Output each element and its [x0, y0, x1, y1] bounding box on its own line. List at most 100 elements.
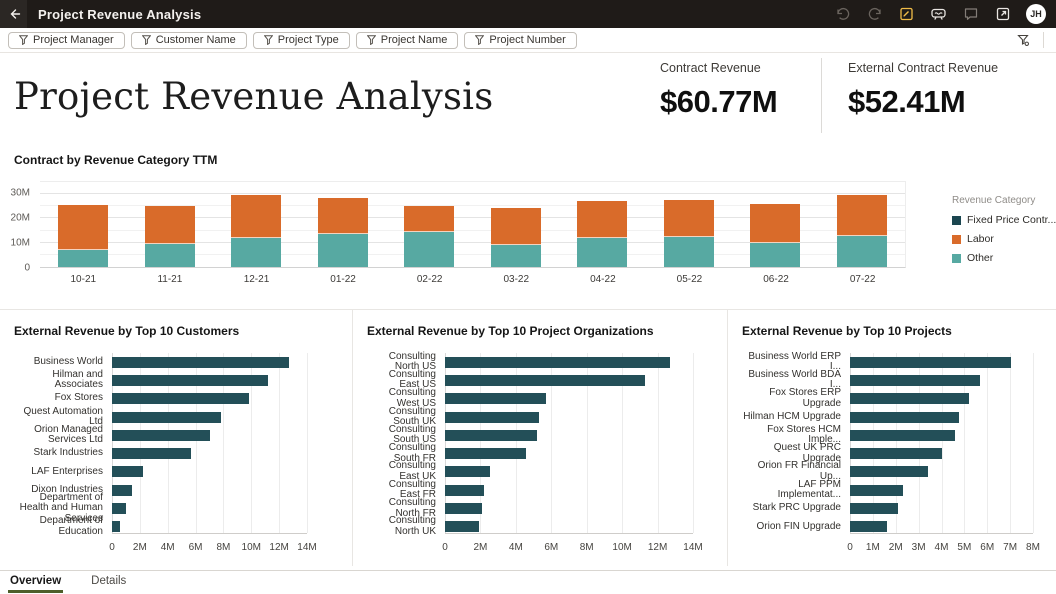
back-button[interactable] — [0, 0, 27, 28]
hbar-laf-enterprises[interactable] — [112, 466, 143, 478]
x-tick-label: 8M — [216, 541, 231, 553]
hbar-consulting-south-us[interactable] — [445, 429, 538, 441]
stacked-bar-03-22[interactable] — [490, 182, 541, 267]
filter-chip-project-number[interactable]: Project Number — [464, 31, 577, 49]
bar-segment-other[interactable] — [404, 232, 455, 267]
bottom-charts-row: External Revenue by Top 10 Customers Bus… — [0, 310, 1056, 566]
bar-segment-labor[interactable] — [58, 205, 109, 250]
hbar-consulting-south-uk[interactable] — [445, 411, 539, 423]
hbar-department-of-health-and-human-services[interactable] — [112, 503, 126, 515]
stacked-bar-06-22[interactable] — [750, 182, 801, 267]
stacked-bar-01-22[interactable] — [317, 182, 368, 267]
bar-segment-other[interactable] — [490, 245, 541, 267]
undo-icon[interactable] — [834, 6, 851, 23]
stacked-bar-10-21[interactable] — [58, 182, 109, 267]
hbar-consulting-east-us[interactable] — [445, 374, 646, 386]
row-label: Business World BDA I... — [748, 368, 841, 391]
filter-chip-project-type[interactable]: Project Type — [252, 31, 350, 49]
legend-label: Fixed Price Contr... — [967, 214, 1056, 226]
hbar-department-of-education[interactable] — [112, 521, 121, 533]
bar-segment-labor[interactable] — [490, 207, 541, 246]
tab-overview[interactable]: Overview — [8, 571, 64, 593]
bar-segment-other[interactable] — [58, 250, 109, 267]
x-tick-label: 0 — [442, 541, 448, 553]
gridline — [918, 353, 920, 533]
user-avatar[interactable]: JH — [1026, 4, 1046, 24]
filter-settings-icon[interactable] — [1013, 31, 1033, 49]
x-tick-label: 1M — [865, 541, 880, 553]
hbar-orion-managed-services-ltd[interactable] — [112, 429, 210, 441]
bar-segment-labor[interactable] — [577, 201, 628, 238]
hbar-consulting-north-us[interactable] — [445, 356, 670, 368]
bar-segment-other[interactable] — [663, 237, 714, 267]
hbar-fox-stores-hcm-imple-[interactable] — [850, 429, 956, 441]
redo-icon[interactable] — [866, 6, 883, 23]
tab-details[interactable]: Details — [91, 574, 127, 587]
bar-track — [445, 411, 693, 423]
stacked-bar-07-22[interactable] — [836, 182, 887, 267]
open-in-new-icon[interactable] — [994, 6, 1011, 23]
hbar-orion-fin-upgrade[interactable] — [850, 521, 887, 533]
hbar-business-world-bda-i-[interactable] — [850, 374, 981, 386]
bar-segment-labor[interactable] — [836, 195, 887, 236]
row-label: Quest UK PRC Upgrade — [773, 442, 841, 464]
filter-chip-project-manager[interactable]: Project Manager — [8, 31, 125, 49]
hbar-quest-automation-ltd[interactable] — [112, 411, 221, 423]
hbar-hilman-hcm-upgrade[interactable] — [850, 411, 959, 423]
hbar-quest-uk-prc-upgrade[interactable] — [850, 448, 942, 460]
chip-label: Project Type — [277, 34, 339, 46]
filter-chip-project-name[interactable]: Project Name — [355, 31, 459, 49]
hbar-consulting-east-fr[interactable] — [445, 484, 484, 496]
bar-track — [112, 448, 307, 460]
bar-segment-other[interactable] — [317, 234, 368, 267]
stacked-bar-02-22[interactable] — [404, 182, 455, 267]
hchart-rows: Business World ERP I... Business World BD… — [742, 351, 1056, 536]
stacked-bar-04-22[interactable] — [577, 182, 628, 267]
hbar-fox-stores-erp-upgrade[interactable] — [850, 393, 969, 405]
legend-item-other[interactable]: Other — [952, 252, 1056, 264]
hbar-stark-industries[interactable] — [112, 448, 192, 460]
funnel-icon — [366, 35, 376, 45]
hbar-orion-fr-financial-up-[interactable] — [850, 466, 928, 478]
stacked-bar-11-21[interactable] — [144, 182, 195, 267]
filter-chip-customer-name[interactable]: Customer Name — [130, 31, 247, 49]
hbar-consulting-south-fr[interactable] — [445, 448, 527, 460]
hbar-laf-ppm-implementat-[interactable] — [850, 484, 903, 496]
hbar-hilman-and-associates[interactable] — [112, 374, 268, 386]
present-icon[interactable] — [930, 6, 947, 23]
hbar-stark-prc-upgrade[interactable] — [850, 503, 899, 515]
x-tick-label: 4M — [934, 541, 949, 553]
hbar-consulting-north-fr[interactable] — [445, 503, 483, 515]
gridline — [223, 353, 225, 533]
bar-track — [445, 521, 693, 533]
bar-segment-labor[interactable] — [750, 203, 801, 244]
legend-item-fixed-price-contr-[interactable]: Fixed Price Contr... — [952, 214, 1056, 226]
bar-segment-other[interactable] — [836, 235, 887, 267]
chart-row: Department of Education — [14, 516, 352, 537]
panel-top10-projects: External Revenue by Top 10 Projects Busi… — [727, 310, 1056, 566]
bar-segment-labor[interactable] — [663, 200, 714, 238]
bar-segment-other[interactable] — [750, 243, 801, 267]
gridline — [693, 353, 694, 533]
stacked-bar-05-22[interactable] — [663, 182, 714, 267]
bar-slot — [473, 182, 560, 267]
hbar-business-world-erp-i-[interactable] — [850, 356, 1012, 368]
legend-item-labor[interactable]: Labor — [952, 233, 1056, 245]
funnel-icon — [19, 35, 28, 45]
hbar-dixon-industries[interactable] — [112, 484, 132, 496]
stacked-bar-12-21[interactable] — [231, 182, 282, 267]
bar-segment-labor[interactable] — [144, 206, 195, 244]
bar-segment-other[interactable] — [577, 237, 628, 267]
hbar-business-world[interactable] — [112, 356, 289, 368]
bar-segment-other[interactable] — [144, 243, 195, 267]
bar-segment-labor[interactable] — [404, 206, 455, 233]
comment-icon[interactable] — [962, 6, 979, 23]
bar-segment-labor[interactable] — [317, 198, 368, 235]
hbar-fox-stores[interactable] — [112, 393, 249, 405]
hbar-consulting-west-us[interactable] — [445, 393, 546, 405]
edit-icon[interactable] — [898, 6, 915, 23]
bar-segment-other[interactable] — [231, 237, 282, 267]
hbar-consulting-east-uk[interactable] — [445, 466, 491, 478]
hbar-consulting-north-uk[interactable] — [445, 521, 479, 533]
bar-segment-labor[interactable] — [231, 195, 282, 238]
